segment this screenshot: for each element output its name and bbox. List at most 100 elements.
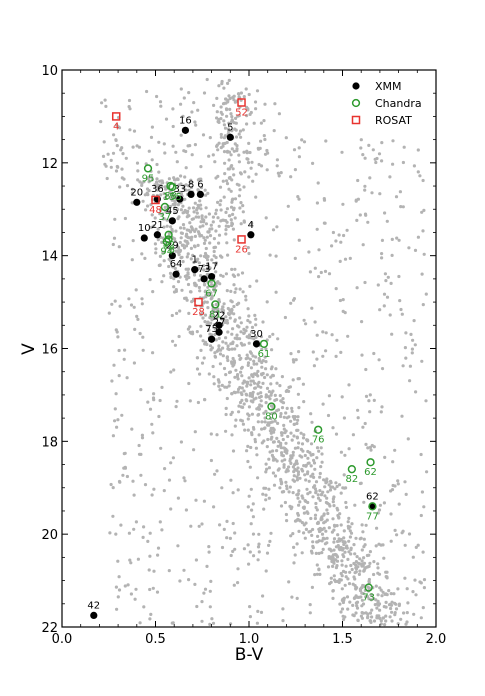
field-star — [377, 542, 381, 546]
field-star — [321, 354, 325, 358]
field-star — [257, 532, 261, 536]
field-star — [129, 303, 134, 307]
field-star — [138, 331, 142, 336]
field-star — [133, 327, 137, 331]
field-star — [148, 407, 153, 411]
field-star — [242, 402, 246, 406]
field-star — [340, 395, 344, 399]
field-star — [302, 531, 306, 535]
chandra-point-label: 81 — [209, 309, 222, 320]
field-star — [422, 208, 426, 212]
field-star — [185, 240, 189, 244]
field-star — [318, 471, 322, 476]
field-star — [247, 341, 251, 345]
field-star — [193, 120, 197, 124]
field-star — [188, 290, 193, 294]
field-star — [222, 366, 227, 371]
field-star — [321, 402, 325, 406]
field-star — [341, 202, 345, 206]
field-star — [185, 277, 189, 281]
field-star — [161, 250, 165, 254]
field-star — [154, 251, 158, 255]
field-star — [334, 239, 338, 243]
field-star — [241, 290, 245, 294]
field-star — [125, 184, 130, 188]
field-star — [312, 475, 316, 479]
field-star — [233, 319, 237, 323]
field-star — [253, 386, 257, 390]
field-star — [181, 243, 185, 247]
field-star — [342, 529, 346, 533]
field-star — [202, 91, 207, 95]
field-star — [193, 143, 197, 147]
field-star — [286, 204, 290, 208]
field-star — [400, 312, 404, 316]
field-star — [348, 600, 352, 604]
chandra-point — [259, 339, 269, 349]
field-star — [245, 325, 249, 329]
field-star — [207, 293, 211, 297]
field-star — [238, 188, 242, 192]
field-star — [141, 535, 145, 540]
field-star — [234, 418, 238, 422]
field-star — [264, 401, 268, 405]
field-star — [391, 460, 395, 464]
field-star — [261, 492, 265, 496]
field-star — [124, 156, 128, 160]
field-star — [372, 572, 376, 577]
field-star — [334, 481, 338, 485]
field-star — [263, 355, 267, 359]
field-star — [254, 323, 258, 327]
field-star — [225, 519, 229, 524]
field-star — [265, 168, 269, 172]
field-star — [347, 539, 351, 543]
field-star — [189, 185, 193, 190]
field-star — [310, 551, 314, 555]
field-star — [393, 613, 397, 617]
field-star — [371, 148, 375, 152]
field-star — [175, 311, 179, 315]
field-star — [228, 96, 232, 101]
field-star — [111, 242, 115, 247]
field-star — [203, 290, 207, 294]
field-star — [137, 443, 141, 448]
field-star — [188, 330, 192, 334]
field-star — [259, 610, 264, 615]
field-star — [299, 431, 303, 435]
field-star — [335, 506, 339, 510]
field-star — [284, 411, 288, 415]
field-star — [214, 212, 218, 216]
field-star — [241, 210, 245, 214]
field-star — [313, 573, 317, 577]
field-star — [148, 554, 152, 558]
field-star — [349, 546, 353, 550]
field-star — [344, 575, 348, 579]
field-star — [220, 545, 225, 550]
field-star — [132, 361, 136, 365]
field-star — [275, 459, 279, 463]
field-star — [219, 208, 223, 212]
field-star — [184, 244, 189, 248]
field-star — [389, 592, 393, 596]
field-star — [152, 392, 156, 396]
field-star — [260, 360, 264, 365]
field-star — [216, 313, 220, 318]
field-star — [292, 360, 296, 364]
field-star — [263, 420, 267, 424]
field-star — [182, 246, 186, 250]
field-star — [320, 452, 324, 456]
field-star — [146, 204, 150, 208]
field-star — [230, 129, 234, 133]
xmm-point — [200, 275, 208, 283]
field-star — [292, 297, 296, 301]
xmm-point — [247, 231, 255, 239]
field-star — [239, 91, 243, 95]
field-star — [267, 487, 271, 491]
field-star — [199, 254, 203, 258]
field-star — [390, 619, 394, 623]
field-star — [424, 292, 428, 296]
field-star — [390, 253, 394, 257]
field-star — [239, 201, 243, 205]
field-star — [330, 333, 334, 337]
field-star — [129, 592, 133, 596]
